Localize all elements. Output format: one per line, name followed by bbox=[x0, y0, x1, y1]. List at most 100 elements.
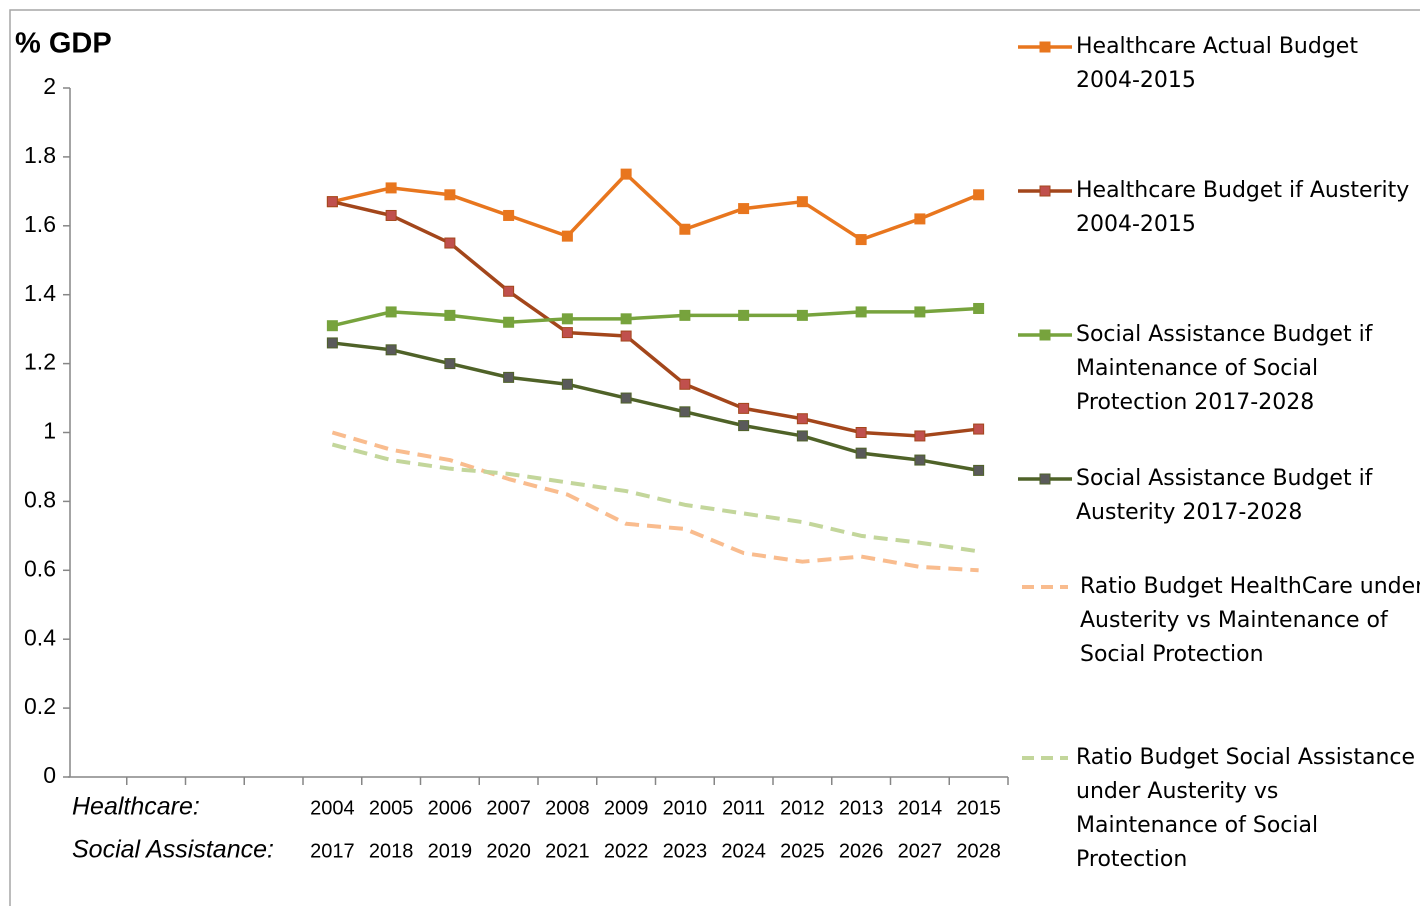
series-marker bbox=[620, 392, 632, 404]
series-marker bbox=[385, 209, 397, 221]
series-marker bbox=[914, 306, 926, 318]
series-marker bbox=[914, 454, 926, 466]
series-marker bbox=[503, 316, 515, 328]
y-axis-title: % GDP bbox=[15, 28, 112, 60]
legend-label: Ratio Budget Social Assistance under Aus… bbox=[1076, 745, 1416, 872]
series-marker bbox=[385, 344, 397, 356]
y-tick-label: 0.6 bbox=[24, 555, 56, 581]
x-tick-label: 2007 bbox=[486, 797, 531, 819]
series-marker bbox=[855, 306, 867, 318]
legend-label: Social Assistance Budget if Austerity 20… bbox=[1076, 466, 1373, 525]
series-marker bbox=[326, 337, 338, 349]
y-tick-label: 0.4 bbox=[24, 624, 56, 650]
x-tick-label: 2018 bbox=[369, 840, 414, 862]
x-tick-label: 2021 bbox=[545, 840, 590, 862]
series-line bbox=[331, 306, 979, 328]
series-line bbox=[331, 430, 979, 573]
series-marker bbox=[796, 309, 808, 321]
legend-marker bbox=[1039, 41, 1051, 53]
y-tick-label: 0.8 bbox=[24, 486, 56, 512]
legend-marker bbox=[1039, 329, 1051, 341]
series-marker bbox=[620, 313, 632, 325]
x-tick-label: 2011 bbox=[722, 797, 765, 819]
x-tick-label: 2022 bbox=[604, 840, 649, 862]
series-marker bbox=[679, 406, 691, 418]
series-line bbox=[331, 172, 980, 242]
x-tick-label: 2013 bbox=[839, 797, 884, 819]
series-marker bbox=[620, 330, 632, 342]
series-line bbox=[331, 199, 979, 438]
series-marker bbox=[679, 378, 691, 390]
x-tick-label: 2012 bbox=[780, 797, 825, 819]
legend-label: Healthcare Budget if Austerity 2004-2015 bbox=[1076, 178, 1410, 237]
x-tick-label: 2028 bbox=[956, 840, 1001, 862]
series-marker bbox=[855, 234, 867, 246]
series-marker bbox=[914, 213, 926, 225]
series-marker bbox=[679, 223, 691, 235]
category-row-label: Healthcare: bbox=[72, 793, 200, 821]
series-marker bbox=[796, 413, 808, 425]
series-marker bbox=[973, 423, 985, 435]
legend-label: Healthcare Actual Budget 2004-2015 bbox=[1076, 34, 1358, 93]
x-tick-label: 2026 bbox=[839, 840, 884, 862]
category-row-label: Social Assistance: bbox=[72, 836, 274, 864]
series-marker bbox=[738, 402, 750, 414]
series-marker bbox=[444, 358, 456, 370]
y-tick-label: 1 bbox=[43, 418, 56, 444]
series-marker bbox=[738, 309, 750, 321]
series-marker bbox=[855, 447, 867, 459]
x-tick-label: 2010 bbox=[663, 797, 708, 819]
series-marker bbox=[326, 320, 338, 332]
series-marker bbox=[855, 427, 867, 438]
y-tick-label: 1.2 bbox=[24, 349, 56, 375]
x-tick-label: 2025 bbox=[780, 840, 825, 862]
x-tick-label: 2027 bbox=[898, 840, 943, 862]
y-tick-label: 0.2 bbox=[24, 693, 56, 719]
legend-marker bbox=[1039, 185, 1051, 197]
series-marker bbox=[444, 237, 456, 249]
y-tick-label: 0 bbox=[43, 762, 56, 788]
series-marker bbox=[444, 309, 456, 321]
frame bbox=[9, 9, 1420, 906]
legend-marker bbox=[1039, 473, 1051, 485]
y-tick-label: 1.6 bbox=[24, 211, 56, 237]
series-marker bbox=[738, 203, 750, 215]
series-marker bbox=[796, 430, 808, 442]
series-marker bbox=[914, 430, 926, 442]
x-tick-label: 2024 bbox=[721, 840, 766, 862]
series-marker bbox=[738, 420, 750, 432]
x-tick-label: 2004 bbox=[310, 797, 355, 819]
series-line bbox=[332, 341, 979, 473]
x-tick-label: 2008 bbox=[545, 797, 590, 819]
series-marker bbox=[620, 168, 632, 180]
y-tick-label: 1.8 bbox=[24, 142, 56, 168]
x-tick-label: 2009 bbox=[604, 797, 649, 819]
series-marker bbox=[561, 230, 573, 242]
series-marker bbox=[973, 464, 985, 476]
series-line bbox=[331, 442, 979, 554]
x-tick-label: 2019 bbox=[428, 840, 473, 862]
x-tick-label: 2020 bbox=[486, 840, 531, 862]
series-marker bbox=[679, 309, 691, 321]
y-tick-label: 2 bbox=[43, 73, 56, 99]
x-tick-label: 2006 bbox=[428, 797, 473, 819]
series-marker bbox=[385, 182, 397, 194]
series-marker bbox=[973, 302, 985, 314]
series-marker bbox=[503, 371, 515, 383]
series-marker bbox=[561, 313, 573, 325]
x-tick-label: 2023 bbox=[663, 840, 708, 862]
series-marker bbox=[444, 189, 456, 201]
x-tick-label: 2005 bbox=[369, 797, 414, 819]
series-marker bbox=[503, 285, 515, 297]
series-marker bbox=[385, 306, 397, 318]
series-marker bbox=[503, 209, 515, 221]
x-tick-label: 2015 bbox=[956, 797, 1001, 819]
y-tick-label: 1.4 bbox=[24, 280, 56, 306]
series-marker bbox=[561, 378, 573, 390]
legend-label: Social Assistance Budget if Maintenance … bbox=[1076, 322, 1373, 415]
series-marker bbox=[973, 189, 985, 201]
x-tick-label: 2014 bbox=[898, 797, 943, 819]
series-marker bbox=[326, 196, 338, 208]
